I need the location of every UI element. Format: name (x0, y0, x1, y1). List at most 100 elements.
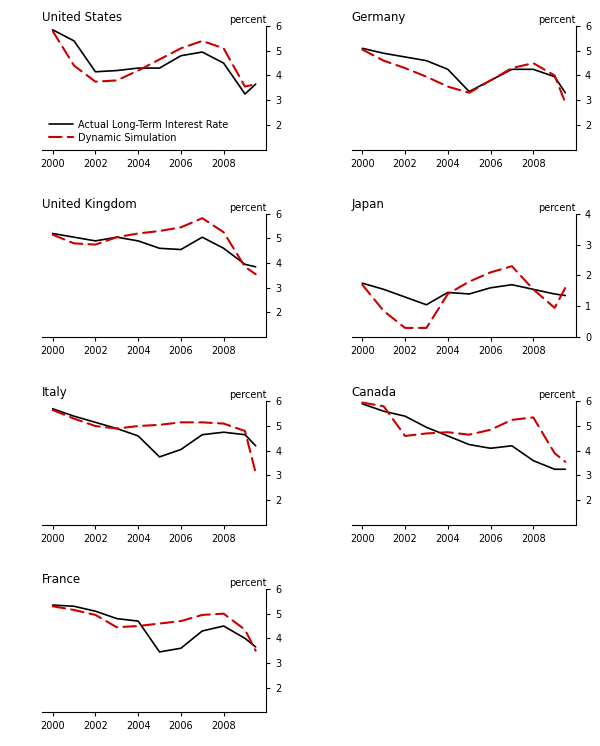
Actual Long-Term Interest Rate (199, 430, 206, 439)
Dynamic Simulation (199, 418, 206, 427)
Legend: Actual Long-Term Interest Rate, Dynamic Simulation: Actual Long-Term Interest Rate, Dynamic … (45, 116, 232, 147)
Dynamic Simulation (113, 76, 121, 85)
Actual Long-Term Interest Rate (530, 65, 537, 74)
Dynamic Simulation (70, 414, 77, 423)
Dynamic Simulation (156, 227, 163, 236)
Text: United States: United States (42, 10, 122, 24)
Dynamic Simulation (241, 427, 248, 436)
Actual Long-Term Interest Rate (156, 452, 163, 461)
Dynamic Simulation (530, 285, 537, 294)
Dynamic Simulation (380, 307, 387, 316)
Actual Long-Term Interest Rate (113, 233, 121, 242)
Actual Long-Term Interest Rate (92, 606, 99, 615)
Actual Long-Term Interest Rate (220, 427, 227, 436)
Text: percent: percent (539, 202, 576, 213)
Actual Long-Term Interest Rate (92, 236, 99, 245)
Dynamic Simulation (113, 233, 121, 242)
Dynamic Simulation (380, 56, 387, 65)
Actual Long-Term Interest Rate (401, 292, 409, 301)
Dynamic Simulation (241, 263, 248, 272)
Dynamic Simulation (220, 419, 227, 428)
Dynamic Simulation (92, 240, 99, 249)
Dynamic Simulation (49, 231, 56, 239)
Actual Long-Term Interest Rate (241, 430, 248, 439)
Actual Long-Term Interest Rate (113, 66, 121, 75)
Dynamic Simulation (241, 82, 248, 91)
Actual Long-Term Interest Rate (49, 229, 56, 238)
Actual Long-Term Interest Rate (199, 627, 206, 636)
Actual Long-Term Interest Rate (380, 48, 387, 57)
Dynamic Simulation (380, 402, 387, 411)
Dynamic Simulation (530, 59, 537, 68)
Text: percent: percent (229, 202, 266, 213)
Actual Long-Term Interest Rate (134, 236, 142, 245)
Actual Long-Term Interest Rate (466, 289, 473, 298)
Actual Long-Term Interest Rate (177, 644, 184, 653)
Dynamic Simulation (444, 289, 451, 298)
Actual Long-Term Interest Rate (252, 442, 259, 451)
Dynamic Simulation (177, 223, 184, 232)
Dynamic Simulation (401, 63, 409, 72)
Dynamic Simulation (551, 449, 558, 458)
Dynamic Simulation (466, 278, 473, 286)
Dynamic Simulation (177, 44, 184, 53)
Line: Dynamic Simulation: Dynamic Simulation (362, 49, 565, 103)
Actual Long-Term Interest Rate (551, 72, 558, 81)
Actual Long-Term Interest Rate (401, 52, 409, 61)
Line: Actual Long-Term Interest Rate: Actual Long-Term Interest Rate (362, 283, 565, 305)
Dynamic Simulation (252, 270, 259, 279)
Dynamic Simulation (551, 304, 558, 313)
Dynamic Simulation (508, 262, 515, 271)
Dynamic Simulation (423, 72, 430, 81)
Text: percent: percent (229, 15, 266, 25)
Actual Long-Term Interest Rate (134, 431, 142, 440)
Dynamic Simulation (220, 228, 227, 236)
Text: percent: percent (229, 390, 266, 400)
Dynamic Simulation (113, 623, 121, 632)
Dynamic Simulation (49, 602, 56, 611)
Text: France: France (42, 574, 81, 586)
Line: Dynamic Simulation: Dynamic Simulation (53, 31, 256, 87)
Dynamic Simulation (401, 431, 409, 440)
Actual Long-Term Interest Rate (359, 279, 366, 288)
Dynamic Simulation (252, 468, 259, 477)
Actual Long-Term Interest Rate (113, 614, 121, 623)
Dynamic Simulation (177, 418, 184, 427)
Dynamic Simulation (562, 457, 569, 466)
Actual Long-Term Interest Rate (487, 76, 494, 85)
Actual Long-Term Interest Rate (562, 465, 569, 474)
Actual Long-Term Interest Rate (380, 407, 387, 416)
Line: Dynamic Simulation: Dynamic Simulation (53, 606, 256, 651)
Dynamic Simulation (487, 76, 494, 85)
Dynamic Simulation (134, 621, 142, 630)
Dynamic Simulation (134, 66, 142, 75)
Actual Long-Term Interest Rate (551, 289, 558, 298)
Dynamic Simulation (487, 268, 494, 277)
Line: Actual Long-Term Interest Rate: Actual Long-Term Interest Rate (362, 48, 565, 93)
Dynamic Simulation (134, 229, 142, 238)
Actual Long-Term Interest Rate (113, 424, 121, 433)
Actual Long-Term Interest Rate (252, 80, 259, 89)
Dynamic Simulation (487, 425, 494, 434)
Line: Dynamic Simulation: Dynamic Simulation (53, 410, 256, 473)
Actual Long-Term Interest Rate (70, 233, 77, 242)
Actual Long-Term Interest Rate (487, 283, 494, 292)
Actual Long-Term Interest Rate (220, 59, 227, 68)
Actual Long-Term Interest Rate (444, 65, 451, 74)
Dynamic Simulation (359, 45, 366, 54)
Actual Long-Term Interest Rate (134, 63, 142, 72)
Dynamic Simulation (466, 88, 473, 97)
Dynamic Simulation (49, 406, 56, 415)
Dynamic Simulation (156, 619, 163, 628)
Actual Long-Term Interest Rate (177, 51, 184, 60)
Dynamic Simulation (156, 55, 163, 64)
Dynamic Simulation (562, 283, 569, 292)
Text: Japan: Japan (352, 198, 385, 211)
Actual Long-Term Interest Rate (444, 288, 451, 297)
Dynamic Simulation (134, 421, 142, 430)
Dynamic Simulation (92, 77, 99, 86)
Actual Long-Term Interest Rate (199, 48, 206, 57)
Dynamic Simulation (466, 430, 473, 439)
Actual Long-Term Interest Rate (70, 602, 77, 611)
Dynamic Simulation (359, 398, 366, 407)
